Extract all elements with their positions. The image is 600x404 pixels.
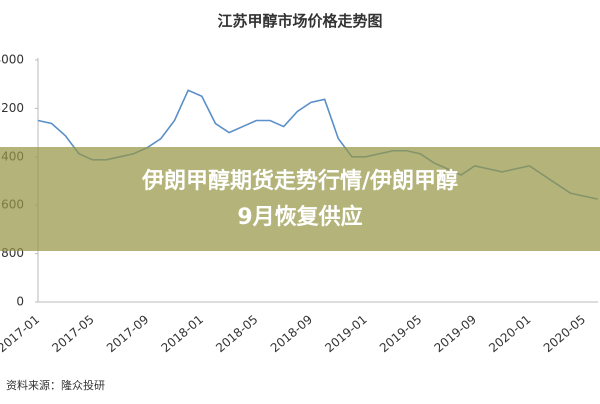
x-tick-label: 2019-05 — [377, 312, 424, 355]
y-tick-label: 3200 — [0, 101, 24, 115]
x-tick-label: 2017-09 — [104, 312, 151, 355]
x-tick-label: 2017-05 — [49, 312, 96, 355]
banner-line: 9月恢复供应 — [237, 204, 362, 230]
x-tick-label: 2020-05 — [541, 312, 588, 355]
y-tick-label: 4000 — [0, 53, 24, 67]
x-tick-label: 2019-09 — [432, 312, 479, 355]
y-tick-label: 0 — [16, 295, 24, 309]
banner — [0, 147, 600, 251]
x-tick-label: 2017-01 — [0, 312, 42, 355]
x-tick-label: 2018-09 — [268, 312, 315, 355]
source-note: 资料来源：隆众投研 — [6, 378, 105, 392]
banner-line: 伊朗甲醇期货走势行情/伊朗甲醇 — [141, 168, 458, 194]
x-tick-label: 2020-01 — [486, 312, 533, 355]
x-tick-label: 2018-01 — [159, 312, 206, 355]
x-tick-label: 2019-01 — [322, 312, 369, 355]
x-tick-label: 2018-05 — [213, 312, 260, 355]
chart-title: 江苏甲醇市场价格走势图 — [217, 12, 382, 30]
